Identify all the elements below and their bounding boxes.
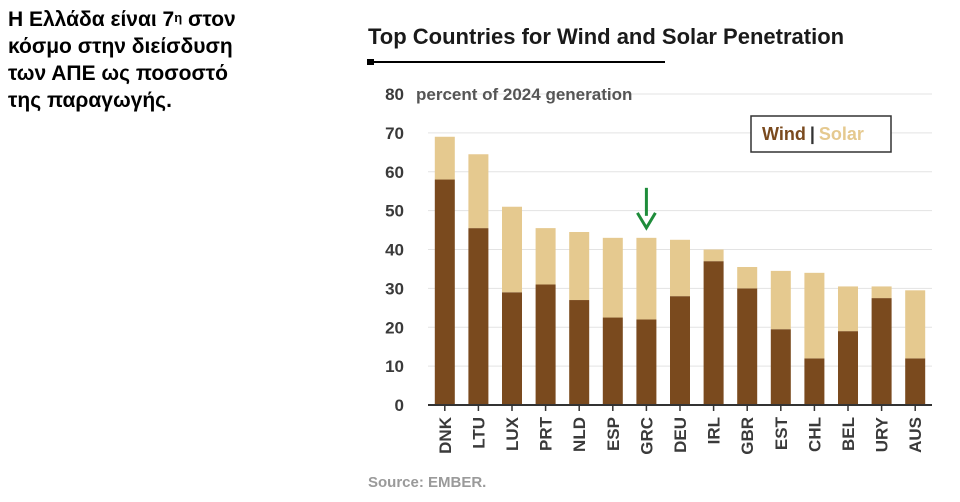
bar-solar-deu <box>670 239 690 297</box>
y-axis-label: percent of 2024 generation <box>416 85 632 104</box>
bar-solar-irl <box>703 249 724 262</box>
side-text-line1: Η Ελλάδα είναι 7η στον <box>8 8 236 31</box>
bar-wind-chl <box>804 358 825 405</box>
x-tick-label: LUX <box>503 416 522 451</box>
y-tick-label: 50 <box>385 202 404 221</box>
bar-wind-bel <box>838 331 858 405</box>
bar-solar-prt <box>535 228 556 285</box>
bar-wind-nld <box>569 300 590 405</box>
bar-wind-prt <box>535 284 556 405</box>
legend-separator: | <box>810 124 815 144</box>
bar-wind-ury <box>871 298 892 405</box>
y-tick-label: 80 <box>385 85 404 104</box>
y-tick-label: 60 <box>385 163 404 182</box>
legend-text: Wind | Solar <box>762 124 864 144</box>
y-tick-label: 30 <box>385 279 404 298</box>
bar-solar-dnk <box>434 136 455 180</box>
side-text-line4: της παραγωγής. <box>8 89 172 112</box>
bar-wind-ltu <box>468 228 489 405</box>
y-tick-label: 70 <box>385 124 404 143</box>
title-rule-marker <box>367 59 374 65</box>
y-tick-label: 10 <box>385 357 404 376</box>
legend: Wind | Solar <box>750 115 892 153</box>
bar-wind-deu <box>670 296 690 405</box>
chart-title: Top Countries for Wind and Solar Penetra… <box>368 24 844 49</box>
legend-solar: Solar <box>819 124 864 144</box>
side-text-line3: των ΑΠΕ ως ποσοστό <box>8 62 229 85</box>
bar-wind-est <box>770 329 791 405</box>
x-tick-label: GRC <box>637 417 656 455</box>
legend-wind: Wind <box>762 124 806 144</box>
bar-wind-esp <box>602 317 623 405</box>
bar-solar-est <box>770 270 791 330</box>
bar-solar-lux <box>502 206 522 293</box>
bar-wind-lux <box>502 292 522 405</box>
x-tick-label: NLD <box>570 417 589 452</box>
bar-solar-ury <box>871 286 892 299</box>
bar-wind-dnk <box>434 179 455 405</box>
greece-arrow-icon <box>636 187 657 231</box>
bar-solar-grc <box>636 237 657 320</box>
x-tick-label: URY <box>873 416 892 452</box>
x-tick-label: LTU <box>469 417 488 449</box>
bar-solar-esp <box>602 237 623 318</box>
bar-wind-aus <box>905 358 926 405</box>
y-tick-label: 0 <box>395 396 404 415</box>
legend-box <box>750 115 892 153</box>
bar-solar-chl <box>804 272 825 359</box>
x-tick-label: AUS <box>906 417 925 453</box>
bar-wind-gbr <box>737 288 758 405</box>
x-tick-label: ESP <box>604 417 623 451</box>
bar-solar-nld <box>569 232 590 301</box>
bar-solar-ltu <box>468 154 489 229</box>
y-tick-label: 20 <box>385 318 404 337</box>
arrow-head <box>636 212 657 231</box>
x-tick-label: EST <box>772 416 791 450</box>
bar-wind-grc <box>636 319 657 405</box>
y-tick-label: 40 <box>385 241 404 260</box>
x-tick-label: CHL <box>805 417 824 452</box>
bar-solar-bel <box>838 286 858 332</box>
side-text: Η Ελλάδα είναι 7η στον κόσμο στην διείσδ… <box>8 6 308 114</box>
side-text-line2: κόσμο στην διείσδυση <box>8 35 233 58</box>
x-tick-label: BEL <box>839 417 858 451</box>
bar-solar-aus <box>905 290 926 359</box>
x-tick-label: DNK <box>436 416 455 454</box>
x-tick-label: IRL <box>705 417 724 444</box>
x-tick-label: PRT <box>537 416 556 451</box>
x-tick-label: GBR <box>738 417 757 455</box>
x-tick-label: DEU <box>671 417 690 453</box>
source-note: Source: EMBER. <box>368 474 486 491</box>
bar-solar-gbr <box>737 266 758 289</box>
bar-wind-irl <box>703 261 724 405</box>
